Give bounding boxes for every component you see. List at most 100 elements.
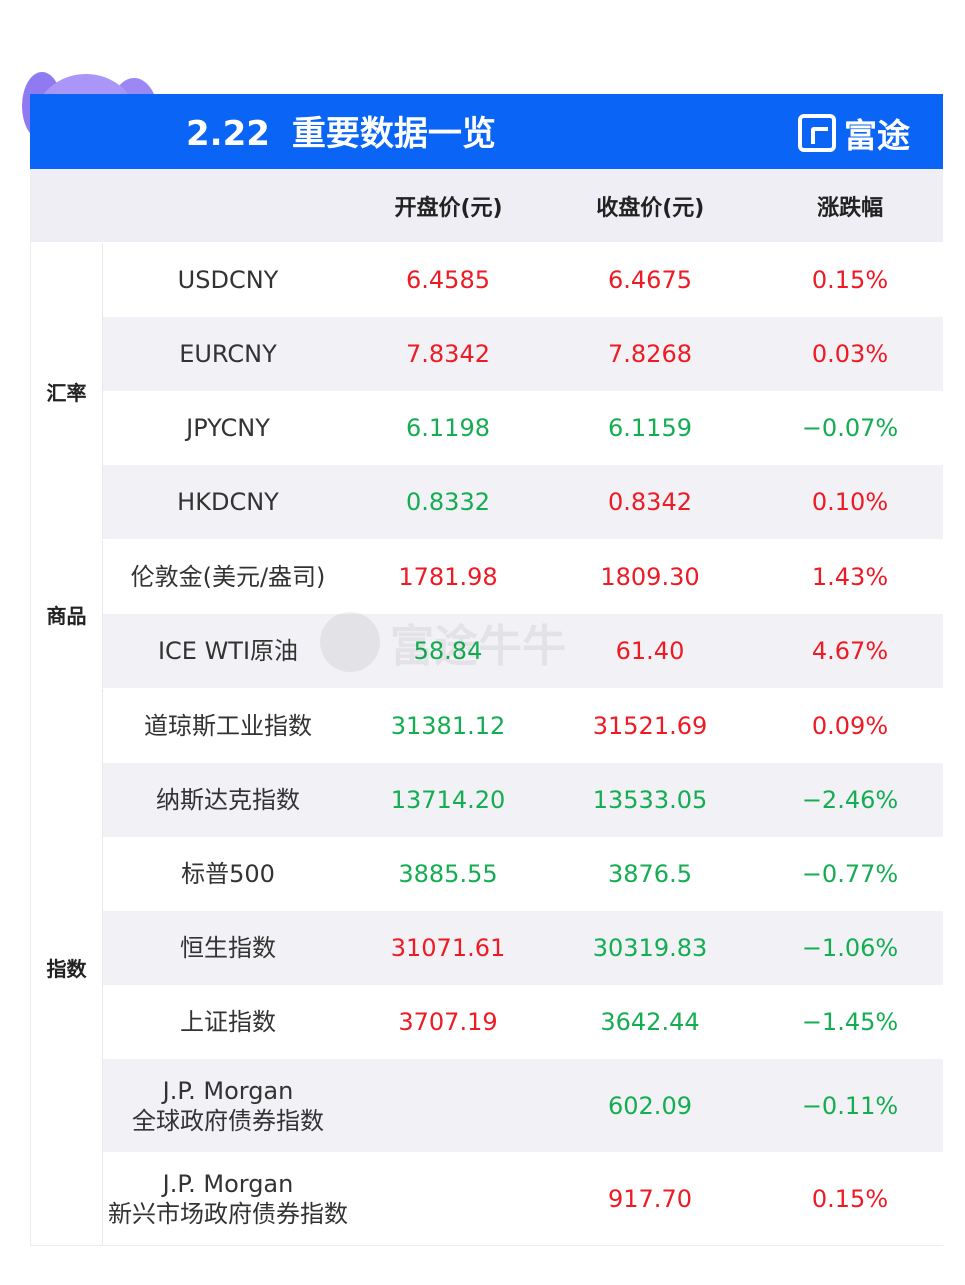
open-price: 7.8342 (406, 340, 490, 368)
change-percent: −2.46% (801, 786, 899, 814)
instrument-name: J.P. Morgan 新兴市场政府债券指数 (103, 1169, 353, 1229)
close-price: 602.09 (608, 1091, 692, 1120)
open-price: 0.8332 (406, 488, 490, 516)
instrument-name-line1: 道琼斯工业指数 (144, 712, 312, 740)
group-rows: USDCNY 6.4585 6.4675 0.15% EURCNY 7.8342 7.826… (103, 243, 943, 539)
open-price: 1781.98 (398, 563, 498, 591)
instrument-name: 上证指数 (103, 1007, 353, 1037)
header-open: 开盘价(元) (394, 195, 503, 221)
futu-logo-icon (798, 114, 836, 152)
table-row: HKDCNY 0.8332 0.8342 0.10% (103, 465, 943, 539)
close-price: 3876.5 (608, 860, 692, 888)
group-rows: 伦敦金(美元/盎司) 1781.98 1809.30 1.43% ICE WTI原油 58… (103, 540, 943, 688)
table-row: 上证指数 3707.19 3642.44 −1.45% (103, 985, 943, 1059)
change-percent: −0.77% (801, 860, 899, 888)
change-percent: 0.03% (811, 340, 889, 368)
change-percent: −0.11% (801, 1091, 899, 1120)
data-table: 开盘价(元) 收盘价(元) 涨跌幅 汇率 USDCNY 6.4585 6.4675 0.… (30, 169, 943, 1246)
instrument-name-line1: 纳斯达克指数 (156, 786, 300, 814)
group-label: 汇率 (31, 243, 103, 539)
close-price: 6.4675 (608, 266, 692, 294)
close-price: 30319.83 (592, 934, 708, 962)
close-price: 917.70 (608, 1184, 692, 1213)
instrument-name: USDCNY (103, 265, 353, 295)
group-label: 商品 (31, 540, 103, 688)
close-price: 7.8268 (608, 340, 692, 368)
instrument-name: HKDCNY (103, 487, 353, 517)
instrument-name-line2: 新兴市场政府债券指数 (108, 1199, 348, 1228)
table-row: 伦敦金(美元/盎司) 1781.98 1809.30 1.43% (103, 540, 943, 614)
title-text: 重要数据一览 (291, 114, 496, 154)
group-label: 指数 (31, 689, 103, 1245)
instrument-name-line1: 恒生指数 (180, 934, 276, 962)
close-price: 3642.44 (600, 1008, 700, 1036)
table-row: 纳斯达克指数 13714.20 13533.05 −2.46% (103, 763, 943, 837)
table-row: USDCNY 6.4585 6.4675 0.15% (103, 243, 943, 317)
instrument-name-line1: EURCNY (179, 340, 277, 368)
header-change: 涨跌幅 (817, 195, 884, 221)
date-label: 2.22 (186, 114, 270, 154)
open-price: 31071.61 (390, 934, 506, 962)
table-row: 恒生指数 31071.61 30319.83 −1.06% (103, 911, 943, 985)
instrument-name-line1: J.P. Morgan (162, 1169, 294, 1198)
instrument-name-line1: J.P. Morgan (162, 1076, 294, 1105)
change-percent: 0.10% (811, 488, 889, 516)
row-group: 汇率 USDCNY 6.4585 6.4675 0.15% EURCNY 7.8342 7.8… (31, 242, 943, 539)
instrument-name-line1: 伦敦金(美元/盎司) (130, 563, 326, 591)
row-group: 指数 道琼斯工业指数 31381.12 31521.69 0.09% 纳斯达克指数 1371… (31, 688, 943, 1245)
table-row: J.P. Morgan 新兴市场政府债券指数 917.70 0.15% (103, 1152, 943, 1245)
instrument-name: J.P. Morgan 全球政府债券指数 (103, 1076, 353, 1136)
open-price: 31381.12 (390, 712, 506, 740)
table-header: 开盘价(元) 收盘价(元) 涨跌幅 (31, 169, 943, 242)
instrument-name: 恒生指数 (103, 933, 353, 963)
close-price: 0.8342 (608, 488, 692, 516)
instrument-name: ICE WTI原油 (103, 636, 353, 666)
close-price: 6.1159 (608, 414, 692, 442)
change-percent: 1.43% (811, 563, 889, 591)
instrument-name: EURCNY (103, 339, 353, 369)
group-rows: 道琼斯工业指数 31381.12 31521.69 0.09% 纳斯达克指数 13714.… (103, 689, 943, 1245)
close-price: 1809.30 (600, 563, 700, 591)
change-percent: 0.15% (811, 1184, 889, 1213)
instrument-name-line1: HKDCNY (177, 488, 279, 516)
change-percent: 0.09% (811, 712, 889, 740)
open-price: 6.1198 (406, 414, 490, 442)
instrument-name-line1: 上证指数 (180, 1008, 276, 1036)
table-row: 道琼斯工业指数 31381.12 31521.69 0.09% (103, 689, 943, 763)
close-price: 61.40 (615, 637, 685, 665)
instrument-name: 伦敦金(美元/盎司) (103, 562, 353, 592)
table-body: 汇率 USDCNY 6.4585 6.4675 0.15% EURCNY 7.8342 7.8… (31, 242, 943, 1245)
table-row: ICE WTI原油 58.84 61.40 4.67% (103, 614, 943, 688)
open-price: 58.84 (413, 637, 483, 665)
instrument-name-line1: USDCNY (177, 266, 279, 294)
instrument-name: 道琼斯工业指数 (103, 711, 353, 741)
close-price: 13533.05 (592, 786, 708, 814)
instrument-name-line1: ICE WTI原油 (157, 637, 299, 665)
header-close: 收盘价(元) (596, 195, 705, 221)
instrument-name: 标普500 (103, 859, 353, 889)
row-group: 商品 伦敦金(美元/盎司) 1781.98 1809.30 1.43% ICE WTI原油… (31, 539, 943, 688)
change-percent: 4.67% (811, 637, 889, 665)
brand-logo: 富途 (798, 112, 910, 155)
change-percent: −1.45% (801, 1008, 899, 1036)
table-row: 标普500 3885.55 3876.5 −0.77% (103, 837, 943, 911)
change-percent: −0.07% (801, 414, 899, 442)
change-percent: 0.15% (811, 266, 889, 294)
title-banner (30, 94, 943, 169)
instrument-name-line2: 全球政府债券指数 (132, 1106, 324, 1135)
instrument-name: 纳斯达克指数 (103, 785, 353, 815)
open-price: 3707.19 (398, 1008, 498, 1036)
open-price: 3885.55 (398, 860, 498, 888)
close-price: 31521.69 (592, 712, 708, 740)
table-row: JPYCNY 6.1198 6.1159 −0.07% (103, 391, 943, 465)
table-row: EURCNY 7.8342 7.8268 0.03% (103, 317, 943, 391)
instrument-name-line1: 标普500 (181, 860, 275, 888)
change-percent: −1.06% (801, 934, 899, 962)
page-title: 2.22 重要数据一览 (186, 112, 496, 156)
instrument-name: JPYCNY (103, 413, 353, 443)
brand-text: 富途 (844, 116, 910, 155)
instrument-name-line1: JPYCNY (186, 414, 270, 442)
open-price: 6.4585 (406, 266, 490, 294)
open-price: 13714.20 (390, 786, 506, 814)
table-row: J.P. Morgan 全球政府债券指数 602.09 −0.11% (103, 1059, 943, 1152)
